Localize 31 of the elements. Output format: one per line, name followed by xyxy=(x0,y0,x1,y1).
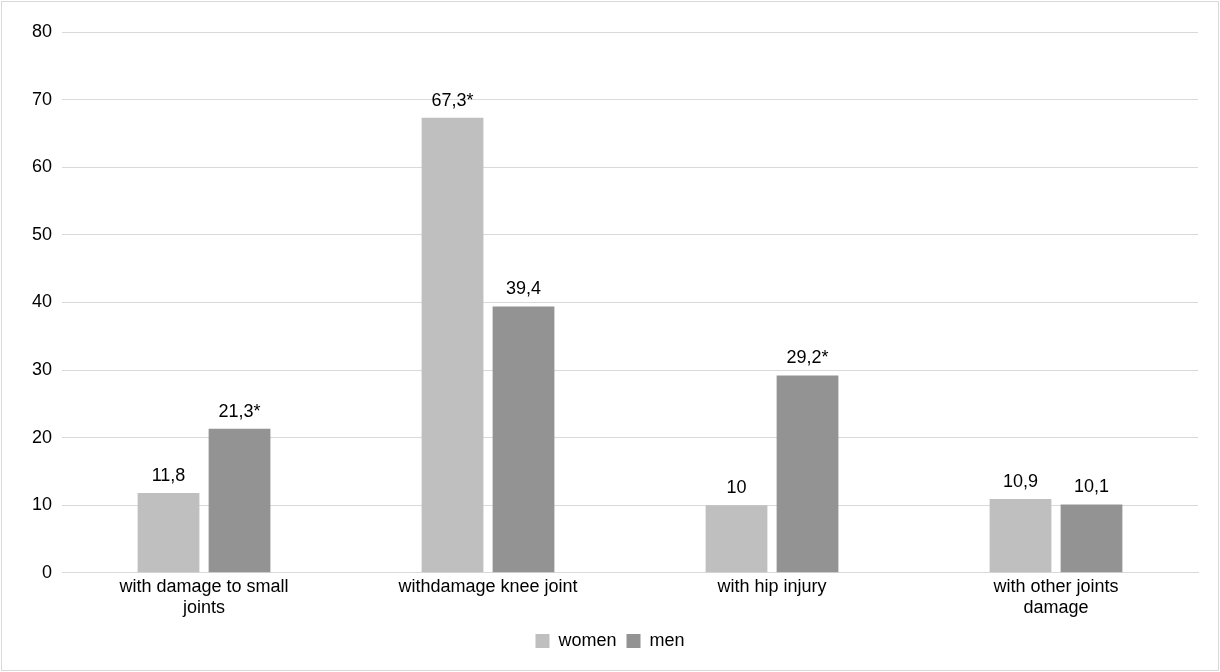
data-label: 10,9 xyxy=(1002,471,1039,492)
y-tick-label: 70 xyxy=(31,88,53,109)
bar xyxy=(776,375,839,573)
bar xyxy=(705,505,768,573)
y-tick-label: 20 xyxy=(31,426,53,447)
data-label: 10 xyxy=(726,477,747,498)
bar xyxy=(208,428,271,573)
data-label: 11,8 xyxy=(151,465,186,485)
x-tick-label: with other joints damage xyxy=(992,575,1119,618)
y-tick-label: 0 xyxy=(42,561,53,582)
x-tick-label: withdamage knee joint xyxy=(397,575,578,596)
legend-label: women xyxy=(557,629,617,650)
data-label: 39,4 xyxy=(505,278,542,299)
data-label: 21,3* xyxy=(218,400,261,421)
y-tick-label: 30 xyxy=(31,358,53,379)
data-label: 10,1 xyxy=(1073,476,1110,497)
legend-label: men xyxy=(649,629,685,650)
x-tick-label: with damage to small joints xyxy=(118,575,289,618)
bar xyxy=(492,306,555,573)
bar xyxy=(1060,504,1123,573)
data-label: 67,3* xyxy=(431,89,474,110)
y-tick-label: 60 xyxy=(31,156,53,177)
x-tick-label: with hip injury xyxy=(716,575,827,596)
bar xyxy=(989,499,1052,573)
data-label: 29,2* xyxy=(786,347,829,368)
bar xyxy=(137,493,200,573)
y-tick-label: 40 xyxy=(31,291,53,312)
y-tick-label: 50 xyxy=(31,223,53,244)
y-tick-label: 10 xyxy=(31,494,53,515)
bar xyxy=(421,117,484,573)
y-tick-label: 80 xyxy=(31,20,53,41)
